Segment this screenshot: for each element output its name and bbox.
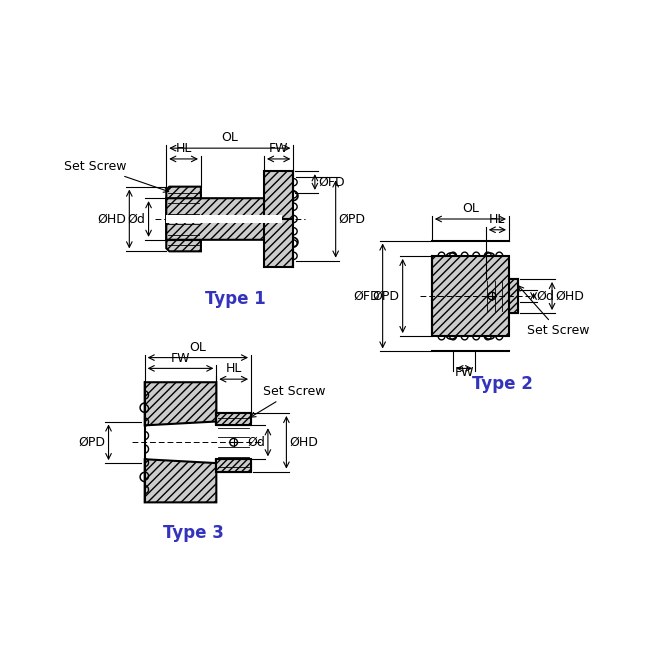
Polygon shape	[264, 219, 293, 267]
Polygon shape	[216, 413, 251, 425]
Text: OL: OL	[190, 341, 206, 354]
Text: OL: OL	[462, 202, 479, 215]
Text: HL: HL	[226, 362, 242, 375]
Polygon shape	[216, 413, 251, 425]
Polygon shape	[166, 219, 282, 245]
Polygon shape	[216, 459, 251, 472]
Text: Type 3: Type 3	[163, 524, 224, 542]
Text: Set Screw: Set Screw	[519, 286, 590, 338]
Text: Type 1: Type 1	[205, 290, 266, 308]
Text: ØPD: ØPD	[373, 289, 399, 302]
Text: ØFD: ØFD	[353, 289, 380, 302]
Text: Set Screw: Set Screw	[64, 159, 169, 192]
Text: ØHD: ØHD	[289, 436, 318, 449]
Text: ØFD: ØFD	[318, 176, 344, 188]
Text: ØPD: ØPD	[339, 212, 366, 226]
Text: Set Screw: Set Screw	[251, 385, 325, 417]
Text: ØPD: ØPD	[78, 436, 105, 449]
Text: HL: HL	[176, 142, 192, 155]
Polygon shape	[166, 219, 201, 251]
Polygon shape	[166, 193, 282, 219]
Polygon shape	[432, 256, 518, 336]
Text: ØHD: ØHD	[555, 289, 584, 302]
Polygon shape	[264, 172, 293, 219]
Text: FW: FW	[454, 366, 474, 379]
Text: Ød: Ød	[537, 289, 555, 302]
Text: HL: HL	[489, 213, 506, 226]
Text: Type 2: Type 2	[472, 375, 533, 393]
Text: OL: OL	[221, 131, 239, 144]
Text: ØHD: ØHD	[97, 212, 126, 226]
Polygon shape	[166, 215, 282, 223]
Text: FW: FW	[171, 352, 190, 364]
Polygon shape	[166, 187, 201, 219]
Text: Ød: Ød	[127, 212, 145, 226]
Polygon shape	[145, 459, 216, 502]
Polygon shape	[216, 459, 251, 472]
Text: FW: FW	[269, 142, 289, 155]
Polygon shape	[145, 383, 216, 425]
Polygon shape	[509, 279, 518, 313]
Text: Ød: Ød	[247, 436, 265, 449]
